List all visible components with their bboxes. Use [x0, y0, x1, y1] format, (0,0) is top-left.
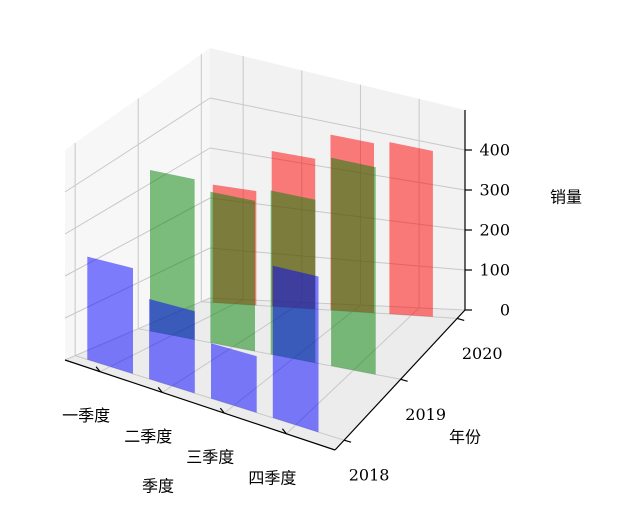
z-tick-label: 100: [479, 261, 510, 280]
x-tick-label: 一季度: [62, 406, 110, 425]
x-tick-label: 四季度: [248, 468, 296, 487]
z-tick-label: 400: [479, 141, 510, 160]
x-tick-label: 二季度: [124, 427, 172, 446]
x-tick: [219, 407, 225, 414]
bar: [149, 299, 195, 394]
bar: [210, 191, 255, 352]
grid-line: [64, 147, 211, 235]
bar: [272, 265, 319, 433]
z-tick-label: 200: [479, 221, 510, 240]
x-tick: [281, 428, 287, 435]
y-axis-label: 年份: [449, 428, 481, 447]
y-axis: [334, 309, 466, 451]
y-tick: [400, 378, 408, 382]
y-tick-label: 2020: [462, 344, 503, 363]
x-tick: [157, 387, 163, 393]
y-tick-label: 2019: [405, 405, 446, 424]
grid-line: [64, 97, 211, 193]
x-tick-label: 三季度: [186, 448, 234, 467]
bar: [87, 256, 133, 374]
bar: [150, 170, 195, 340]
y-tick: [457, 317, 465, 321]
grid-line: [209, 97, 466, 151]
bar: [331, 157, 376, 375]
x-axis: [64, 359, 336, 451]
bar: [389, 142, 433, 317]
y-tick-label: 2018: [349, 466, 390, 485]
x-axis-label: 季度: [142, 477, 174, 496]
x-tick: [95, 366, 101, 373]
z-tick-label: 0: [500, 301, 510, 320]
z-tick-label: 300: [479, 181, 510, 200]
y-tick: [343, 439, 352, 443]
bar: [211, 343, 257, 413]
z-axis-label: 销量: [550, 188, 582, 207]
